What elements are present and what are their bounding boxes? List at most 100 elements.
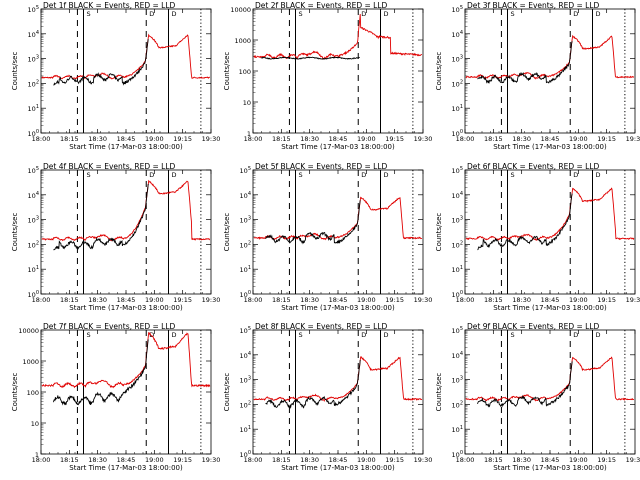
x-tick-label: 18:00 [244,456,263,464]
x-tick-label: 18:45 [329,456,348,464]
series-red-lld [41,33,211,80]
x-tick-label: 19:00 [569,456,588,464]
panel-det-2: Det 2f BLACK = Events, RED = LLD 18:00 18:… [223,1,432,151]
x-axis-label: Start Time (17-Mar-03 18:00:00) [281,143,395,151]
y-tick-label: 104 [240,351,251,360]
x-tick-label: 19:00 [145,135,164,143]
x-tick-label: 18:00 [32,135,51,143]
x-tick-label: 18:45 [117,135,136,143]
x-tick-label: 19:30 [626,456,640,464]
y-tick-label: 101 [240,425,251,434]
x-tick-label: 18:00 [244,135,263,143]
x-tick-label: 18:15 [272,135,291,143]
interval-marker: D [149,331,154,339]
x-tick-label: 18:30 [88,135,107,143]
y-tick-label: 104 [240,191,251,200]
y-tick-label: 104 [28,30,39,39]
series-black-events [261,56,360,60]
y-tick-label: 10000 [18,327,39,335]
plot-frame [40,169,212,295]
series-red-lld [465,34,635,80]
y-tick-label: 101 [452,104,463,113]
y-tick-label: 104 [28,191,39,200]
interval-marker: D [573,171,578,179]
interval-marker: D [172,10,177,18]
y-tick-label: 101 [28,104,39,113]
x-tick-label: 18:30 [300,456,319,464]
y-tick-label: 101 [452,265,463,274]
x-tick-label: 18:30 [88,456,107,464]
interval-marker: D [596,10,601,18]
x-tick-label: 18:45 [329,296,348,304]
y-tick-label: 104 [452,191,463,200]
interval-marker: D [384,171,389,179]
x-tick-label: 18:30 [512,456,531,464]
series-black-events [265,200,361,245]
y-tick-label: 105 [452,326,463,335]
y-tick-label: 102 [452,79,463,88]
y-tick-label: 103 [28,55,39,64]
x-axis-label: Start Time (17-Mar-03 18:00:00) [493,304,607,312]
x-tick-label: 18:00 [32,296,51,304]
interval-marker: S [511,10,515,18]
y-axis-label: Counts/sec [223,373,231,412]
panel-title: Det 4f BLACK = Events, RED = LLD [43,162,176,171]
y-tick-label: 101 [240,265,251,274]
series-red-lld [465,356,634,402]
interval-marker: D [384,10,389,18]
x-tick-label: 19:30 [626,296,640,304]
panel-det-6: Det 6f BLACK = Events, RED = LLD 18:00 18:… [435,162,640,312]
interval-marker: S [87,171,91,179]
y-tick-label: 100 [452,290,463,299]
y-tick-label: 10 [31,420,39,428]
panel-det-5: Det 5f BLACK = Events, RED = LLD 18:00 18:… [223,162,432,312]
series-red-lld [253,196,422,241]
panel-det-9: Det 9f BLACK = Events, RED = LLD 18:00 18:… [435,322,640,472]
y-tick-label: 102 [452,240,463,249]
interval-marker: S [299,10,303,18]
panel-title: Det 2f BLACK = Events, RED = LLD [255,1,388,10]
panel-det-3: Det 3f BLACK = Events, RED = LLD 18:00 18:… [435,1,640,151]
x-tick-label: 18:15 [484,456,503,464]
x-tick-label: 19:00 [569,296,588,304]
y-tick-label: 102 [240,400,251,409]
y-tick-label: 101 [28,265,39,274]
x-axis-label: Start Time (17-Mar-03 18:00:00) [493,143,607,151]
panel-det-1: Det 1f BLACK = Events, RED = LLD 18:00 18:… [11,1,220,151]
panel-title: Det 5f BLACK = Events, RED = LLD [255,162,388,171]
series-black-events [53,339,149,406]
y-axis-label: Counts/sec [435,52,443,91]
y-axis-label: Counts/sec [435,213,443,252]
y-tick-label: 1 [35,451,39,459]
x-tick-label: 18:15 [484,135,503,143]
x-tick-label: 18:45 [329,135,348,143]
series-black-events [477,361,573,408]
panel-title: Det 1f BLACK = Events, RED = LLD [43,1,176,10]
x-tick-label: 19:15 [173,296,192,304]
y-tick-label: 103 [452,55,463,64]
y-tick-label: 105 [452,5,463,14]
panel-title: Det 9f BLACK = Events, RED = LLD [467,322,600,331]
y-tick-label: 105 [452,166,463,175]
series-black-events [53,183,149,251]
interval-marker: D [384,331,389,339]
y-tick-label: 100 [452,450,463,459]
y-tick-label: 105 [28,166,39,175]
panel-det-7: Det 7f BLACK = Events, RED = LLD 18:00 18:… [11,322,220,472]
y-tick-label: 104 [452,351,463,360]
y-tick-label: 1000 [22,358,39,366]
y-tick-label: 103 [452,376,463,385]
y-tick-label: 103 [240,376,251,385]
plot-frame [252,169,424,295]
x-tick-label: 19:30 [202,296,221,304]
y-tick-label: 100 [452,129,463,138]
x-tick-label: 19:00 [145,456,164,464]
y-tick-label: 10 [243,99,251,107]
y-tick-label: 104 [452,30,463,39]
y-tick-label: 105 [240,166,251,175]
interval-marker: D [172,171,177,179]
interval-marker: D [361,171,366,179]
x-tick-label: 18:15 [272,296,291,304]
y-tick-label: 100 [240,450,251,459]
interval-marker: D [573,10,578,18]
